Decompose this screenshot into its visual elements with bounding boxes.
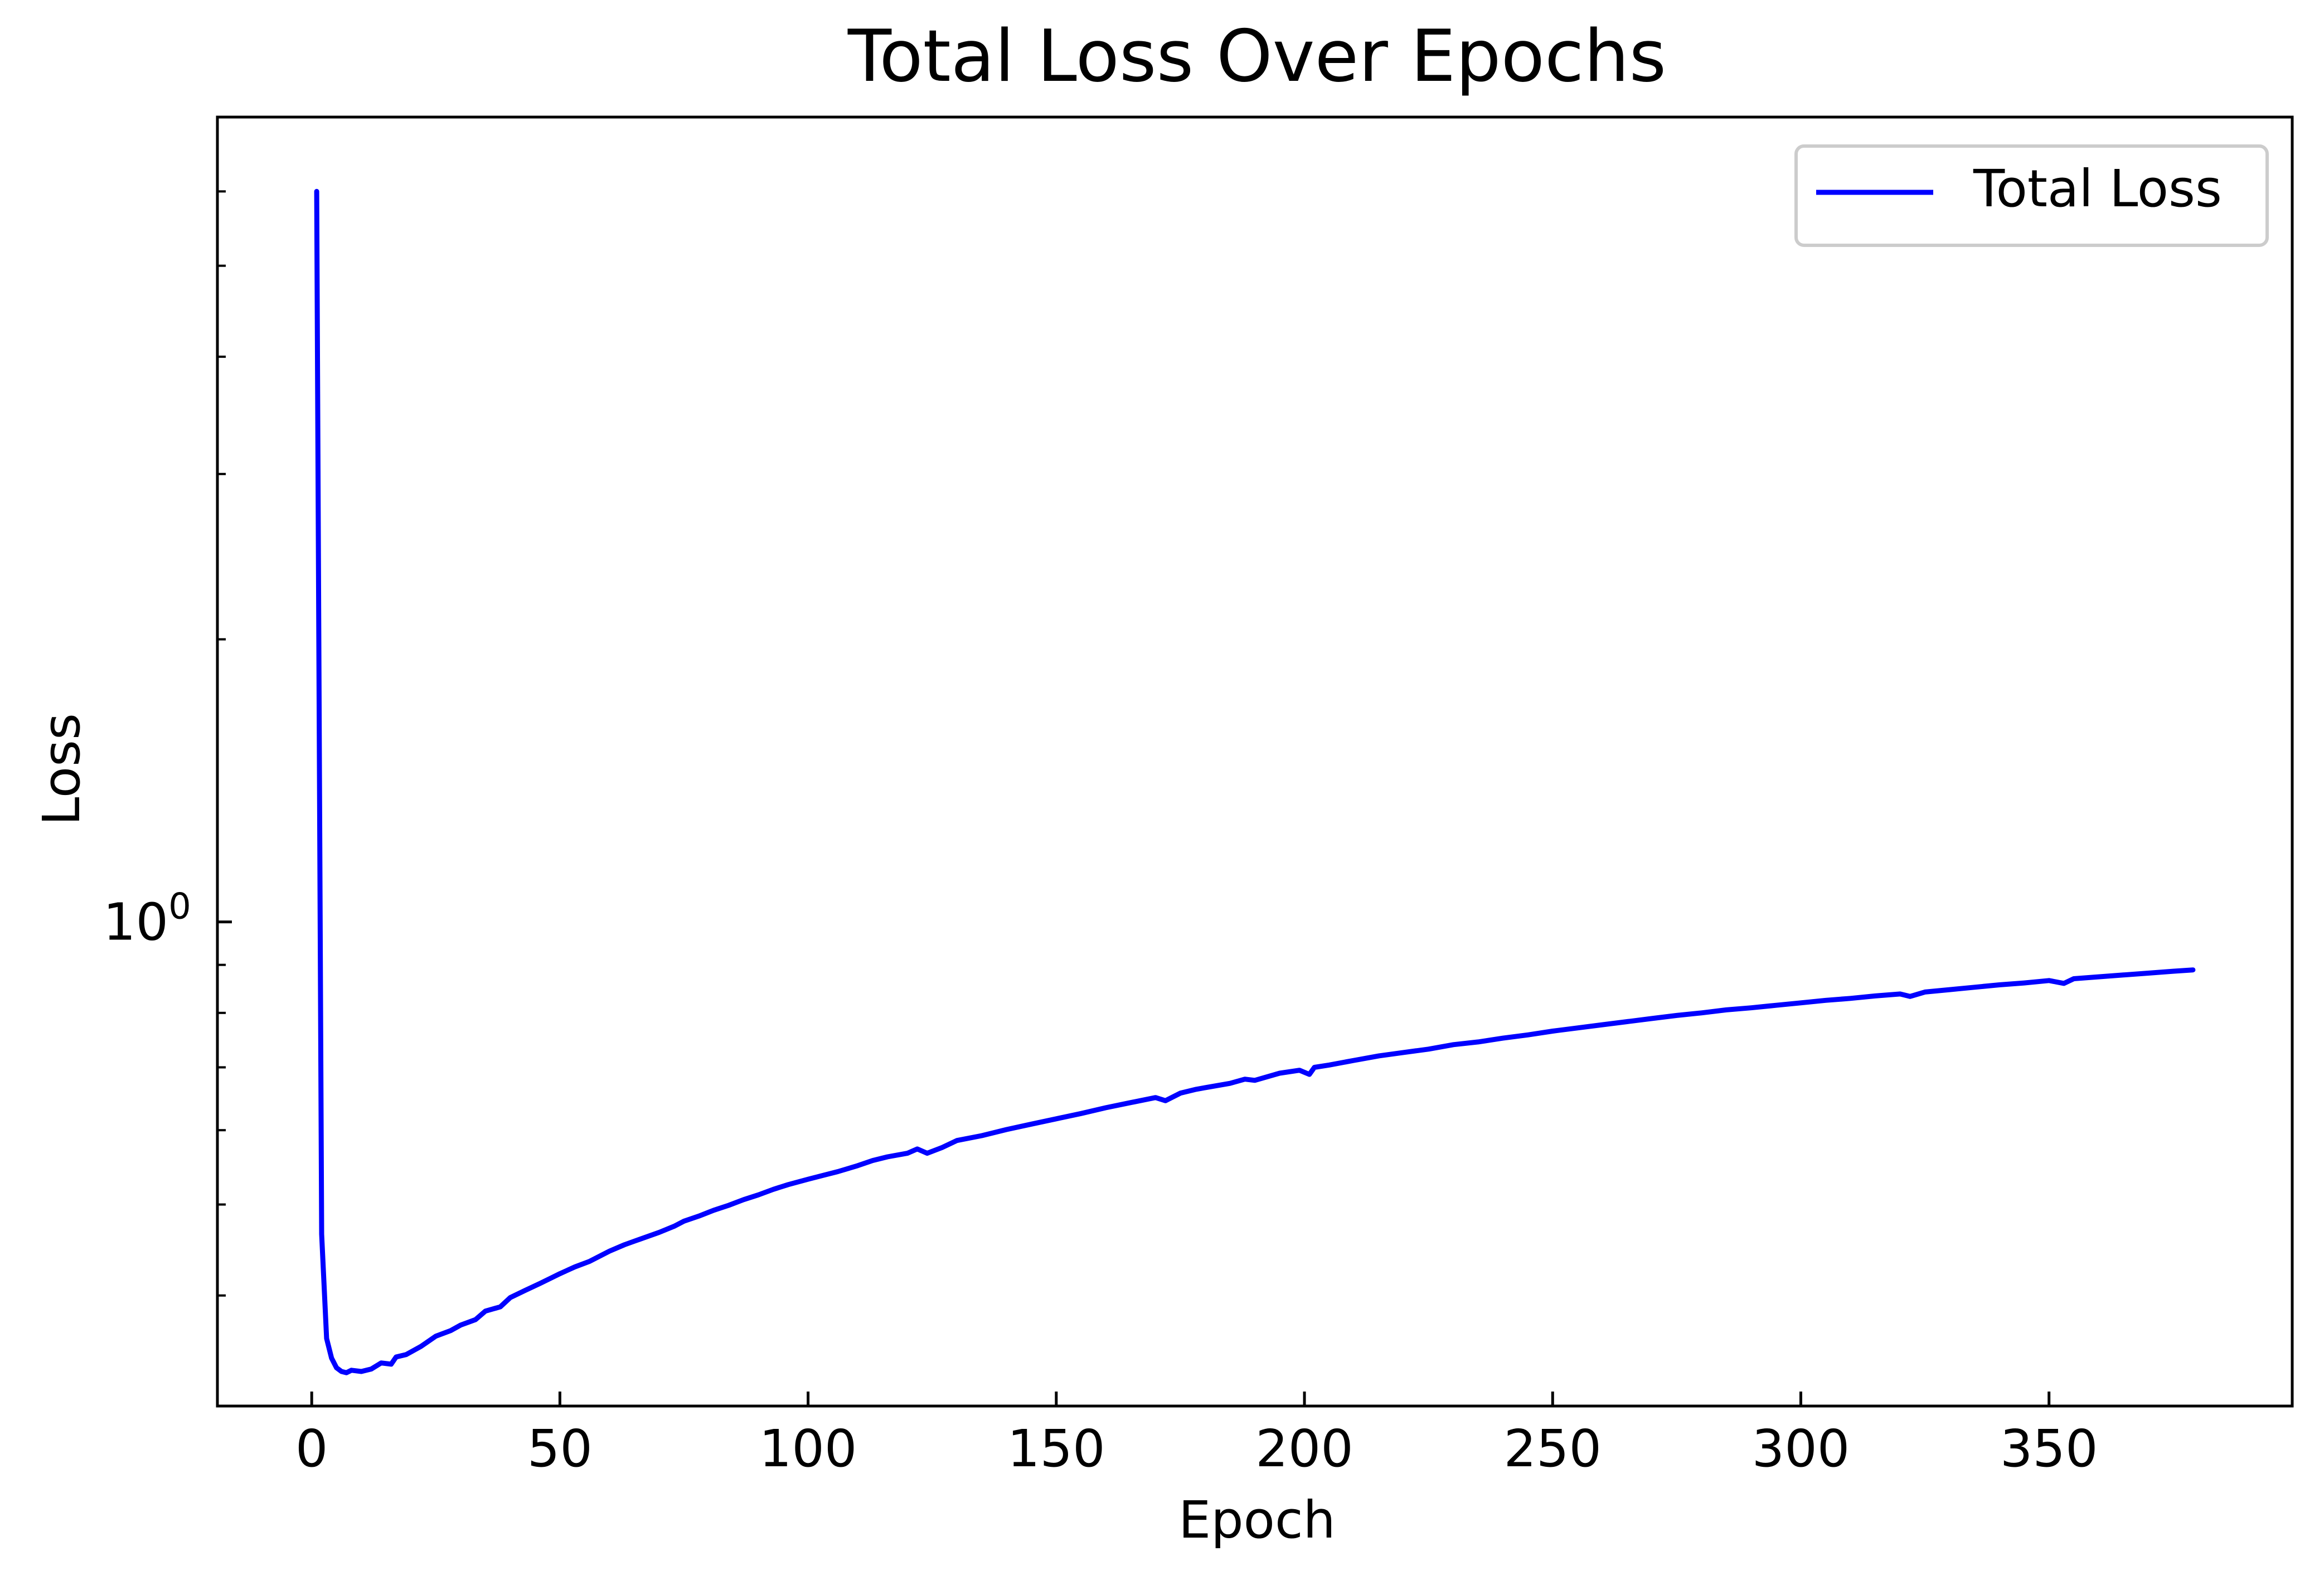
chart-title: Total Loss Over Epochs <box>847 15 1666 98</box>
x-tick-label: 100 <box>759 1419 857 1479</box>
x-tick-label: 250 <box>1503 1419 1602 1479</box>
series-layer <box>314 188 2196 1375</box>
series-line-total-loss <box>314 188 2196 1375</box>
axes-layer: 0 50 100 150 200 250 300 350 100 <box>103 115 2294 1479</box>
x-axis-label: Epoch <box>1178 1490 1336 1550</box>
x-tick-label: 350 <box>2000 1419 2098 1479</box>
y-tick-label: 100 <box>103 886 191 952</box>
legend-label-total-loss: Total Loss <box>1973 159 2222 219</box>
legend-frame <box>1794 144 2269 247</box>
x-tick-label: 50 <box>527 1419 593 1479</box>
x-tick-label: 300 <box>1752 1419 1850 1479</box>
x-tick-label: 200 <box>1255 1419 1353 1479</box>
x-tick-label: 0 <box>295 1419 328 1479</box>
plot-frame <box>216 115 2294 1408</box>
x-tick-label: 150 <box>1007 1419 1105 1479</box>
y-axis-label: Loss <box>32 713 91 826</box>
legend: Total Loss <box>1794 144 2269 247</box>
